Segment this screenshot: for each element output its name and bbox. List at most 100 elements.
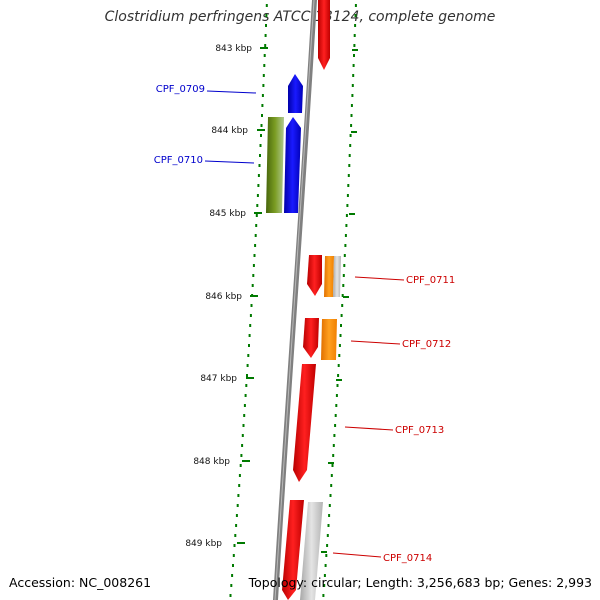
gene-arrow-cpf0710 (284, 117, 301, 213)
inner-ring-dot (232, 554, 235, 557)
outer-ring-dot (327, 524, 330, 527)
inner-ring-dot (250, 304, 253, 307)
outer-ring-dot (334, 424, 337, 427)
outer-ring-dot (338, 344, 341, 347)
tick-label-844: 844 kbp (211, 126, 248, 136)
leader-cpf0713 (344, 426, 394, 431)
outer-ring-dot (324, 564, 327, 567)
outer-ring-dot (352, 74, 355, 77)
outer-ring-dot (336, 384, 339, 387)
outer-ring-dot (341, 294, 344, 297)
outer-ring-dot (354, 24, 357, 27)
outer-ring-dot (335, 404, 338, 407)
inner-ring-dot (248, 344, 250, 347)
outer-ring-dot (354, 4, 357, 7)
inner-ring-dot (256, 204, 259, 207)
outer-ring-dot (346, 204, 349, 207)
leader-cpf0709 (206, 90, 257, 94)
outer-ring-dot (337, 374, 340, 377)
outer-ring-dot (326, 534, 329, 537)
inner-ring-dot (234, 534, 237, 537)
inner-ring-dot (243, 414, 246, 417)
genome-summary-text: Topology: circular; Length: 3,256,683 bp… (248, 575, 592, 590)
tick-label-847: 847 kbp (200, 374, 237, 384)
outer-ring-dot (352, 64, 355, 67)
outer-ring-dot (353, 54, 355, 57)
outer-ring-dot (343, 264, 346, 267)
inner-ring-dot (241, 434, 244, 437)
leader-cpf0714 (332, 552, 382, 558)
outer-ring-dot (335, 394, 338, 397)
gene-block-orange-2 (321, 319, 337, 360)
inner-ring-dot (243, 404, 246, 407)
outer-ring-dot (353, 44, 356, 47)
inner-ring-dot (245, 384, 248, 387)
tick-label-849: 849 kbp (185, 539, 222, 549)
inner-ring-dot (251, 284, 254, 287)
gene-arrow-cpf0712 (303, 318, 319, 358)
inner-ring-dot (252, 274, 255, 277)
outer-ring-dot (334, 414, 337, 417)
outer-ring-dot (340, 314, 343, 317)
inner-ring-dot (262, 74, 265, 77)
inner-ring-dot (233, 544, 236, 547)
gene-arrow-cpf0713 (293, 364, 316, 482)
inner-ring-dot (257, 184, 260, 187)
outer-ring-dot (337, 364, 340, 367)
outer-ring-dot (342, 274, 345, 277)
leader-cpf0711 (354, 276, 405, 281)
inner-ring-dot (258, 164, 261, 167)
outer-ring-dot (351, 94, 354, 97)
gene-label-cpf0712: CPF_0712 (402, 339, 451, 350)
inner-ring-dot (252, 264, 255, 267)
leader-cpf0712 (350, 340, 401, 345)
inner-ring-dot (265, 14, 268, 17)
outer-ring-dot (325, 554, 328, 557)
outer-ring-dot (343, 254, 346, 257)
inner-ring-dot (254, 234, 257, 237)
inner-ring-dot (260, 124, 263, 127)
gene-arrow-cpf0709 (288, 74, 303, 113)
gene-arrow-top (318, 0, 330, 70)
outer-ring-dot (323, 584, 326, 587)
inner-ring-dot (246, 364, 249, 367)
inner-ring-dot (259, 154, 261, 157)
inner-ring-dot (241, 444, 244, 447)
inner-ring-dot (264, 34, 267, 37)
outer-ring-dot (331, 464, 334, 467)
genome-backbone-highlight (274, 0, 315, 600)
outer-ring-dot (353, 34, 356, 37)
inner-ring-dot (238, 484, 241, 487)
inner-ring-dot (260, 134, 262, 137)
outer-ring-dot (329, 494, 332, 497)
outer-ring-dot (345, 214, 348, 217)
inner-ring-dot (229, 594, 232, 597)
tick-label-845: 845 kbp (209, 209, 246, 219)
inner-ring-dot (265, 24, 267, 27)
gene-block-orange-1 (324, 256, 334, 297)
outer-ring-dot (330, 474, 333, 477)
inner-ring-dot (237, 494, 240, 497)
outer-ring-dot (328, 504, 331, 507)
inner-ring-dot (239, 464, 242, 467)
outer-ring-dot (332, 454, 335, 457)
outer-ring-dot (330, 484, 333, 487)
leader-cpf0710 (204, 160, 255, 164)
outer-ring-dot (351, 84, 354, 87)
outer-ring-dot (340, 324, 342, 327)
accession-text: Accession: NC_008261 (9, 575, 152, 590)
outer-ring-dot (342, 284, 345, 287)
inner-ring-dot (254, 244, 257, 247)
inner-ring-dot (253, 254, 256, 257)
outer-ring-dot (338, 354, 341, 357)
inner-ring-dot (247, 354, 250, 357)
inner-ring-dot (257, 174, 260, 177)
inner-ring-dot (244, 394, 247, 397)
gene-arrow-cpf0714 (282, 500, 304, 600)
inner-ring-dot (249, 324, 252, 327)
tick-label-843: 843 kbp (215, 44, 252, 54)
gene-label-cpf0713: CPF_0713 (395, 425, 444, 436)
gene-label-cpf0709: CPF_0709 (156, 84, 205, 95)
inner-ring-dot (230, 584, 233, 587)
inner-ring-dot (235, 524, 238, 527)
